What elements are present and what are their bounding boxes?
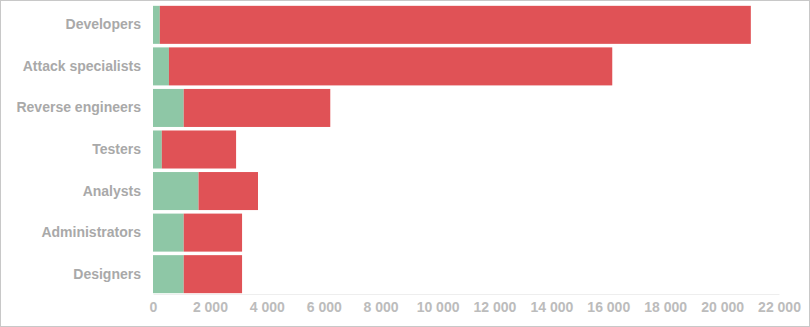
bar-segment xyxy=(184,89,331,127)
y-tick: Analysts xyxy=(83,183,153,199)
x-axis-line xyxy=(154,294,780,295)
x-tick-label: 4 000 xyxy=(250,299,285,315)
y-axis: Developers Attack specialists Reverse engi… xyxy=(16,16,153,281)
bar-segment xyxy=(184,255,242,293)
x-tick: 20 000 xyxy=(701,294,744,315)
bar-segment xyxy=(153,6,160,44)
bar-segment xyxy=(153,214,184,252)
x-tick: 10 000 xyxy=(417,294,460,315)
x-tick-label: 16 000 xyxy=(587,299,630,315)
bar-segment xyxy=(153,172,199,210)
x-tick: 2 000 xyxy=(193,294,228,315)
bar-segment xyxy=(169,47,612,85)
x-axis: 0 2 000 4 000 6 000 8 000 10 000 12 000 14 000 1… xyxy=(150,294,802,315)
bar-segment xyxy=(153,130,162,168)
y-tick: Attack specialists xyxy=(23,58,153,74)
bar-segment xyxy=(153,47,169,85)
bar-segment xyxy=(184,214,242,252)
bar-segment xyxy=(160,6,751,44)
x-tick-label: 12 000 xyxy=(474,299,517,315)
x-tick-label: 14 000 xyxy=(530,299,573,315)
x-tick-label: 20 000 xyxy=(701,299,744,315)
category-label: Analysts xyxy=(83,183,142,199)
x-tick-label: 8 000 xyxy=(364,299,399,315)
x-tick: 6 000 xyxy=(307,294,342,315)
y-tick: Developers xyxy=(66,16,153,32)
bars xyxy=(153,6,751,293)
x-tick-label: 22 000 xyxy=(758,299,801,315)
category-label: Testers xyxy=(92,141,141,157)
x-tick: 22 000 xyxy=(758,294,801,315)
bar-segment xyxy=(153,89,184,127)
bar-segment xyxy=(162,130,236,168)
y-tick: Reverse engineers xyxy=(16,99,153,115)
chart-frame: 0 2 000 4 000 6 000 8 000 10 000 12 000 14 000 1… xyxy=(0,0,810,327)
category-label: Reverse engineers xyxy=(16,99,141,115)
x-tick: 8 000 xyxy=(364,294,399,315)
x-tick: 14 000 xyxy=(530,294,573,315)
bar-segment xyxy=(199,172,258,210)
y-tick: Designers xyxy=(73,266,153,282)
bar-segment xyxy=(153,255,184,293)
category-label: Attack specialists xyxy=(23,58,141,74)
x-tick: 16 000 xyxy=(587,294,630,315)
category-label: Designers xyxy=(73,266,141,282)
category-label: Developers xyxy=(66,16,142,32)
x-tick: 4 000 xyxy=(250,294,285,315)
x-tick-label: 18 000 xyxy=(644,299,687,315)
category-label: Administrators xyxy=(41,224,141,240)
x-tick-label: 0 xyxy=(150,299,158,315)
x-tick-label: 10 000 xyxy=(417,299,460,315)
y-tick: Testers xyxy=(92,141,153,157)
x-tick: 0 xyxy=(150,294,158,315)
x-tick: 12 000 xyxy=(474,294,517,315)
chart: 0 2 000 4 000 6 000 8 000 10 000 12 000 14 000 1… xyxy=(1,1,809,326)
y-tick: Administrators xyxy=(41,224,153,240)
x-tick: 18 000 xyxy=(644,294,687,315)
x-tick-label: 6 000 xyxy=(307,299,342,315)
x-tick-label: 2 000 xyxy=(193,299,228,315)
